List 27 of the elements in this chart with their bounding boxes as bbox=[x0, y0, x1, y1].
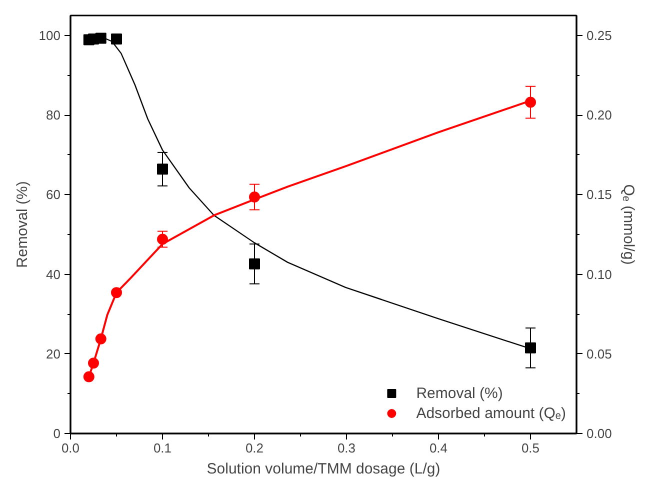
y-tick-label: 0 bbox=[53, 426, 61, 441]
x-tick-label: 0.2 bbox=[245, 440, 264, 456]
y2-tick-label: 0.15 bbox=[586, 187, 612, 202]
y-axis-title: Removal (%) bbox=[14, 181, 31, 268]
y2-tick-label: 0.25 bbox=[586, 28, 612, 43]
x-tick-label: 0.0 bbox=[61, 440, 80, 456]
y2-tick-label: 0.20 bbox=[586, 108, 612, 123]
point bbox=[249, 258, 260, 270]
x-tick-label: 0.1 bbox=[153, 440, 172, 456]
x-tick-label: 0.4 bbox=[429, 440, 448, 456]
y-tick-label: 20 bbox=[46, 346, 61, 362]
y-tick-label: 40 bbox=[46, 266, 61, 282]
point bbox=[111, 33, 122, 44]
point bbox=[157, 164, 168, 175]
x-tick-label: 0.5 bbox=[521, 440, 540, 456]
x-tick-label: 0.3 bbox=[337, 440, 356, 456]
x-axis-title: Solution volume/TMM dosage (L/g) bbox=[206, 460, 440, 478]
y-tick-label: 100 bbox=[38, 28, 61, 43]
y2-tick-label: 0.10 bbox=[586, 266, 612, 282]
y2-axis-title: Qₑ (mmol/g) bbox=[620, 184, 637, 265]
point bbox=[525, 342, 536, 354]
y2-tick-label: 0.00 bbox=[586, 426, 612, 441]
y-tick-label: 60 bbox=[46, 187, 61, 202]
legend-label: Adsorbed amount (Qₑ) bbox=[416, 404, 566, 422]
y2-tick-label: 0.05 bbox=[586, 346, 612, 362]
legend-label: Removal (%) bbox=[416, 384, 503, 402]
y-tick-label: 80 bbox=[46, 108, 61, 123]
